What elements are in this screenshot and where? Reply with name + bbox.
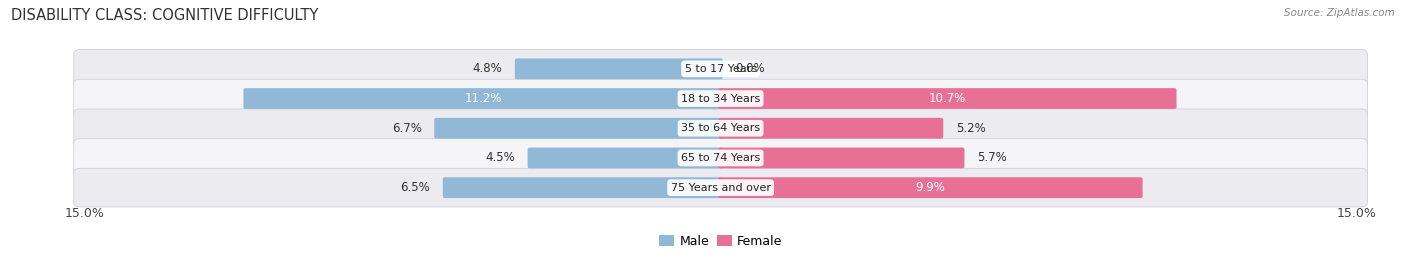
Text: 4.8%: 4.8% bbox=[472, 62, 502, 75]
FancyBboxPatch shape bbox=[434, 118, 723, 139]
FancyBboxPatch shape bbox=[718, 88, 1177, 109]
Text: 5.7%: 5.7% bbox=[977, 151, 1007, 164]
Text: 5.2%: 5.2% bbox=[956, 122, 986, 135]
Text: 11.2%: 11.2% bbox=[464, 92, 502, 105]
Text: 10.7%: 10.7% bbox=[929, 92, 966, 105]
Text: 75 Years and over: 75 Years and over bbox=[671, 183, 770, 193]
Text: 9.9%: 9.9% bbox=[915, 181, 945, 194]
FancyBboxPatch shape bbox=[243, 88, 723, 109]
FancyBboxPatch shape bbox=[527, 147, 723, 168]
FancyBboxPatch shape bbox=[73, 109, 1368, 147]
Text: DISABILITY CLASS: COGNITIVE DIFFICULTY: DISABILITY CLASS: COGNITIVE DIFFICULTY bbox=[11, 8, 319, 23]
Text: 65 to 74 Years: 65 to 74 Years bbox=[681, 153, 761, 163]
FancyBboxPatch shape bbox=[718, 177, 1143, 198]
Text: 6.5%: 6.5% bbox=[401, 181, 430, 194]
Text: 18 to 34 Years: 18 to 34 Years bbox=[681, 93, 761, 104]
Text: Source: ZipAtlas.com: Source: ZipAtlas.com bbox=[1284, 8, 1395, 18]
Text: 4.5%: 4.5% bbox=[485, 151, 515, 164]
FancyBboxPatch shape bbox=[73, 168, 1368, 207]
FancyBboxPatch shape bbox=[443, 177, 723, 198]
FancyBboxPatch shape bbox=[515, 58, 723, 79]
FancyBboxPatch shape bbox=[718, 118, 943, 139]
Text: 5 to 17 Years: 5 to 17 Years bbox=[685, 64, 756, 74]
FancyBboxPatch shape bbox=[73, 139, 1368, 177]
Text: 0.0%: 0.0% bbox=[735, 62, 765, 75]
Text: 6.7%: 6.7% bbox=[392, 122, 422, 135]
FancyBboxPatch shape bbox=[73, 49, 1368, 88]
FancyBboxPatch shape bbox=[73, 79, 1368, 118]
FancyBboxPatch shape bbox=[718, 147, 965, 168]
Text: 35 to 64 Years: 35 to 64 Years bbox=[681, 123, 761, 133]
Legend: Male, Female: Male, Female bbox=[654, 230, 787, 253]
